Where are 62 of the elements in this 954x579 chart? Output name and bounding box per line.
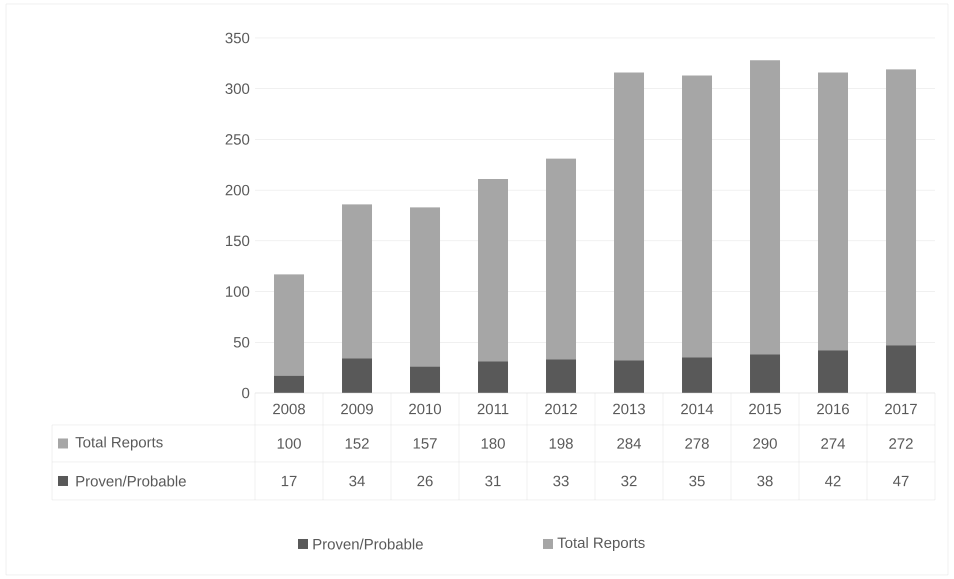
x-tick-label: 2014 <box>681 404 714 414</box>
data-label: 290 <box>753 438 777 449</box>
bar <box>410 366 440 393</box>
data-label: 157 <box>414 438 437 449</box>
x-tick-label: 2011 <box>478 404 508 414</box>
data-label: 33 <box>553 476 569 486</box>
bar <box>886 69 916 346</box>
bar <box>818 350 848 393</box>
data-label: 26 <box>417 476 433 486</box>
data-label: 274 <box>821 438 846 449</box>
bar <box>274 274 304 376</box>
bar <box>342 358 372 393</box>
data-label: 35 <box>689 476 705 486</box>
y-tick-label: 300 <box>225 83 250 94</box>
data-label: 38 <box>757 476 773 486</box>
y-tick-label: 100 <box>226 286 250 297</box>
x-tick-label: 2017 <box>885 404 917 414</box>
x-tick-label: 2009 <box>341 404 373 414</box>
data-label: 198 <box>550 438 573 449</box>
data-label: 272 <box>889 438 913 449</box>
x-tick-label: 2008 <box>273 404 305 414</box>
data-label: 17 <box>282 476 297 486</box>
bar <box>682 357 712 393</box>
y-tick-label: 200 <box>226 184 250 196</box>
data-label: 31 <box>485 476 501 486</box>
y-tick-label: 350 <box>225 32 250 44</box>
data-label: 284 <box>617 438 642 449</box>
bar <box>546 360 576 393</box>
text: Proven/Probable <box>313 538 423 550</box>
legend-label: Total Reports <box>76 436 163 450</box>
bar <box>546 158 576 360</box>
bar <box>410 207 440 367</box>
y-tick-label: 250 <box>226 134 250 145</box>
data-label: 34 <box>349 476 365 486</box>
bar <box>342 204 372 358</box>
bar <box>478 362 508 393</box>
x-tick-label: 2016 <box>817 404 849 414</box>
x-tick-label: 2013 <box>613 404 645 414</box>
bar <box>614 72 644 361</box>
data-label: 152 <box>346 438 369 449</box>
y-tick-label: 50 <box>234 336 250 348</box>
data-label: 47 <box>893 476 909 486</box>
bar <box>682 76 712 358</box>
bar <box>274 376 304 393</box>
text: Total Reports <box>558 537 645 551</box>
x-tick-label: 2010 <box>409 404 442 414</box>
data-label: 42 <box>825 476 841 486</box>
bar <box>478 178 508 362</box>
x-tick-label: 2012 <box>545 404 577 414</box>
legend-label: Proven/Probable <box>76 476 186 486</box>
data-label: 32 <box>621 476 637 486</box>
data-label: 180 <box>482 438 505 449</box>
bar <box>750 354 780 393</box>
y-tick-label: 150 <box>226 236 250 246</box>
y-tick-label: 0 <box>242 388 250 398</box>
x-tick-label: 2015 <box>749 404 781 414</box>
data-label: 100 <box>278 438 301 449</box>
bar <box>886 345 916 393</box>
bar <box>614 360 644 393</box>
data-label: 278 <box>685 438 709 449</box>
bar <box>818 72 848 350</box>
bar <box>750 60 780 354</box>
